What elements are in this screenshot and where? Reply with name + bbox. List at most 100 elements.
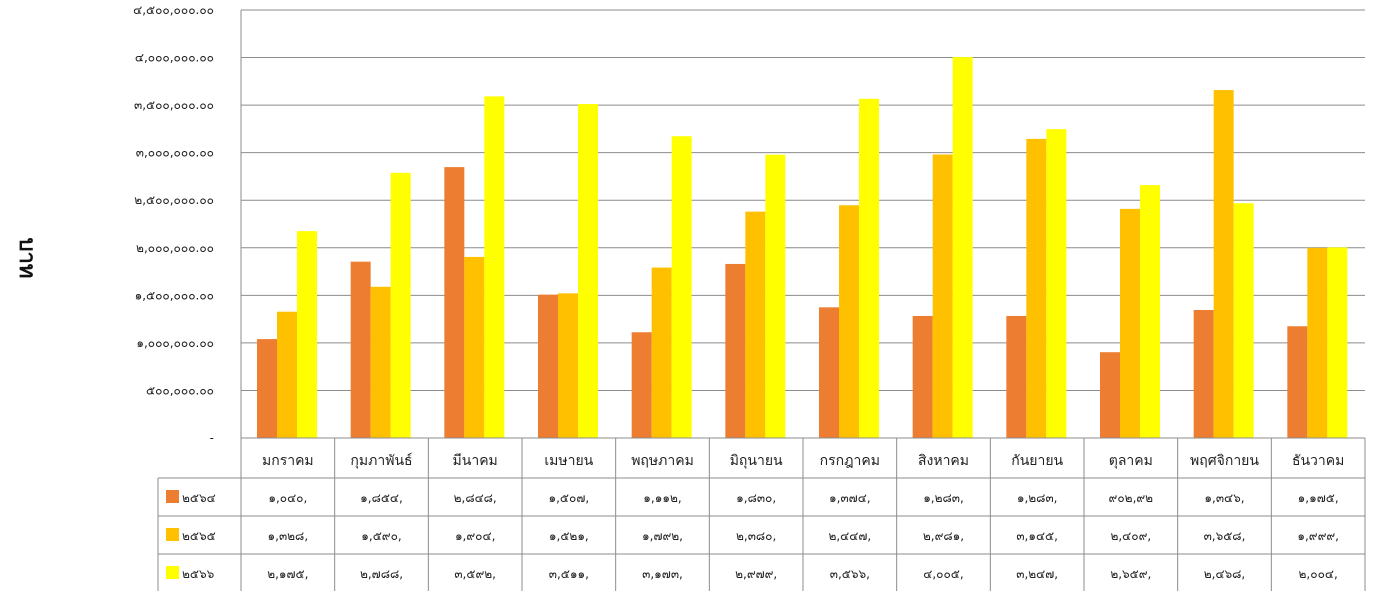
data-label: ๑,๘๕๔, [360,491,403,505]
data-label: ๒,๗๘๘, [360,567,403,581]
data-label: ๓,๑๗๓, [642,567,683,581]
bar [671,136,692,438]
legend-swatch [166,566,179,579]
bar [1140,185,1160,438]
bar [765,154,786,438]
data-label: ๒,๔๐๙, [1110,529,1151,543]
x-tick-label: มิถุนายน [730,453,783,469]
x-tick-label: กันยายน [1011,453,1063,469]
bar [912,315,933,438]
y-axis-label: บาท [14,238,39,279]
data-label: ๒,๙๘๑, [923,529,964,543]
bar [1120,208,1140,438]
data-label: ๓,๒๔๗, [1016,567,1058,581]
data-label: ๑,๕๙๐, [361,529,401,543]
data-label: ๑,๒๘๓, [923,491,964,505]
bar [370,286,391,438]
data-label: ๙๐๒,๙๒ [1109,491,1154,505]
y-tick-label: ๒,๐๐๐,๐๐๐.๐๐ [136,241,214,255]
y-tick-label: ๓,๐๐๐,๐๐๐.๐๐ [136,146,214,160]
y-tick-label: ๔,๕๐๐,๐๐๐.๐๐ [133,3,214,17]
y-tick-label: ๔,๐๐๐,๐๐๐.๐๐ [135,51,214,65]
bar [952,57,973,439]
y-tick-label: ๑,๕๐๐,๐๐๐.๐๐ [135,288,214,302]
data-label: ๒,๖๕๙, [1110,567,1151,581]
data-label: ๑,๑๗๕, [1298,491,1339,505]
bar [1100,352,1120,438]
y-tick-label: - [210,431,214,445]
x-tick-label: เมษายน [544,453,593,469]
data-label: ๒,๑๗๕, [267,567,308,581]
data-label: ๑,๓๔๖, [1204,491,1244,505]
data-label: ๓,๑๔๕, [1016,529,1058,543]
data-label: ๒,๔๔๗, [828,529,871,543]
data-label: ๑,๑๑๒, [643,491,681,505]
bar [1307,247,1328,438]
bar [1193,309,1214,438]
bar [464,256,485,438]
data-label: ๑,๕๒๑, [549,529,589,543]
x-tick-label: พฤษภาคม [631,453,694,469]
x-tick-label: มีนาคม [453,453,498,469]
bar [819,307,839,438]
bar [484,96,505,438]
bar [1006,315,1027,438]
x-tick-label: สิงหาคม [918,453,969,469]
bar [444,167,465,439]
data-label: ๑,๒๘๓, [1017,491,1058,505]
data-label: ๓,๕๙๒, [454,567,496,581]
bar [1233,203,1254,438]
bar [631,332,652,438]
bar [1046,129,1067,438]
data-label: ๑,๙๙๙, [1297,529,1339,543]
data-label: ๑,๙๐๔, [455,529,495,543]
bar [538,294,558,438]
data-label: ๓,๖๕๘, [1204,529,1246,543]
bar [390,172,411,439]
bar [839,205,859,438]
bars [257,57,1348,439]
legend-swatch [166,528,179,541]
bar [1026,138,1047,438]
data-label: ๑,๘๓๐, [736,491,776,505]
data-label: ๑,๕๐๗, [548,491,589,505]
data-label: ๒,๘๔๘, [454,491,497,505]
bar [350,261,371,438]
data-label: ๑,๓๒๘, [268,529,309,543]
bar [297,231,317,438]
bar [725,263,746,438]
bar [1327,247,1348,438]
data-table: มกราคม กุมภาพันธ์ มีนาคม เมษายน พฤษภาคม มิถุน… [157,437,1366,591]
legend-swatch [166,490,179,503]
bar [1287,326,1308,438]
bar [277,311,297,438]
y-tick-label: ๒,๕๐๐,๐๐๐.๐๐ [134,193,214,207]
x-tick-label: ธันวาคม [1292,453,1344,469]
x-tick-label: ตุลาคม [1109,453,1153,469]
data-label: ๑,๐๔๐, [268,491,307,505]
legend-label: ๒๕๖๕ [182,529,216,543]
x-tick-label: มกราคม [262,453,314,469]
legend-label: ๒๕๖๔ [182,491,216,505]
legend-label: ๒๕๖๖ [182,567,214,581]
data-label: ๔,๐๐๕, [923,567,963,581]
data-label: ๓,๕๖๖, [830,567,870,581]
bar [257,339,277,438]
data-label: ๒,๔๖๘, [1204,567,1246,581]
y-axis-ticks: - ๕๐๐,๐๐๐.๐๐ ๑,๐๐๐,๐๐๐.๐๐ ๑,๕๐๐,๐๐๐.๐๐ ๒,๐๐๐… [133,3,214,445]
bar [651,267,672,438]
bar [932,154,953,439]
data-label: ๑,๗๙๒, [642,529,683,543]
y-tick-label: ๕๐๐,๐๐๐.๐๐ [146,383,214,397]
gridlines [240,9,1365,438]
x-tick-label: กรกฎาคม [820,453,880,469]
bar [578,104,598,439]
bar [1213,90,1234,438]
bar [859,98,879,439]
data-label: ๒,๓๘๐, [736,529,776,543]
x-tick-label: พฤศจิกายน [1190,453,1259,469]
data-label: ๒,๐๐๔, [1299,567,1338,581]
data-label: ๓,๕๑๑, [549,567,589,581]
y-tick-label: ๓,๕๐๐,๐๐๐.๐๐ [134,98,214,112]
